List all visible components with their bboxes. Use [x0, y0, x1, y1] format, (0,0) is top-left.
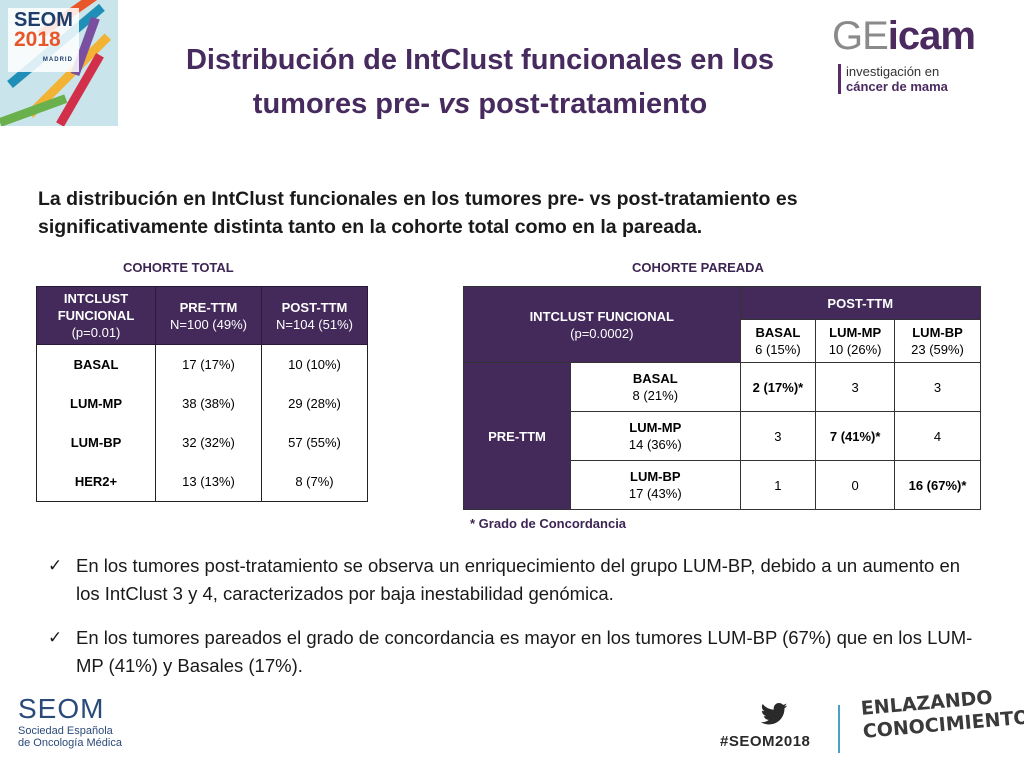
title-part-1: Distribución de IntClust funcionales en … [185, 44, 775, 120]
header-intclust: INTCLUST FUNCIONAL (p=0.01) [36, 286, 156, 345]
seom-logo-name: SEOM [14, 9, 73, 31]
table-row: LUM-MP 38 (38%) 29 (28%) [36, 384, 368, 423]
cell-value: 3 [739, 411, 817, 461]
cell-value: 7 (41%)* [815, 411, 896, 461]
col-header-name: LUM-BP [912, 325, 963, 340]
header-intclust-pvalue: (p=0.01) [71, 325, 121, 340]
col-header-basal: BASAL 6 (15%) [739, 319, 817, 363]
title-vs: vs [438, 88, 471, 120]
col-header-lum-bp: LUM-BP 23 (59%) [894, 319, 981, 363]
geicam-logo-line1: investigación en [846, 64, 940, 79]
twitter-icon [760, 703, 788, 725]
seom-footer-name: SEOM [18, 693, 105, 724]
row-label-n: 17 (43%) [628, 486, 682, 501]
post-ttm-header: POST-TTM [739, 286, 982, 320]
table-row: LUM-MP 14 (36%) 3 7 (41%)* 4 [464, 411, 981, 461]
cell-value: 1 [739, 460, 817, 510]
cell-value: 0 [815, 460, 896, 510]
row-label-n: 14 (36%) [628, 437, 682, 452]
conclusions-list: ✓ En los tumores post-tratamiento se obs… [48, 552, 988, 696]
header-intclust-title: INTCLUST FUNCIONAL [57, 291, 135, 323]
geicam-logo-ge: GE [832, 14, 889, 58]
cohorte-pareada-label: COHORTE PAREADA [632, 260, 764, 275]
post-value: 57 (55%) [288, 435, 341, 450]
table-row: HER2+ 13 (13%) 8 (7%) [36, 462, 368, 502]
col-header-name: LUM-MP [829, 325, 882, 340]
row-label-name: BASAL [632, 371, 678, 386]
geicam-logo-icam: icam [887, 14, 976, 58]
post-value: 10 (10%) [288, 357, 341, 372]
row-label: LUM-MP 14 (36%) [570, 411, 741, 461]
seom-footer-logo: SEOM Sociedad Española de Oncología Médi… [18, 693, 128, 749]
seom-footer-line1: Sociedad Española [18, 725, 113, 737]
cohorte-total-label: COHORTE TOTAL [123, 260, 234, 275]
check-icon: ✓ [48, 628, 63, 647]
row-label: LUM-BP 17 (43%) [570, 460, 741, 510]
seom-footer-line2: de Oncología Médica [18, 737, 122, 749]
col-header-name: BASAL [755, 325, 801, 340]
corner-pvalue: (p=0.0002) [570, 325, 634, 341]
corner-header: INTCLUST FUNCIONAL (p=0.0002) [463, 286, 741, 363]
cell-value: 16 (67%)* [894, 460, 981, 510]
header-pre-ttm-n: N=100 (49%) [170, 316, 247, 332]
col-header-n: 23 (59%) [911, 342, 964, 357]
pre-value: 17 (17%) [155, 344, 262, 384]
post-value: 29 (28%) [288, 396, 341, 411]
table-row: LUM-BP 17 (43%) 1 0 16 (67%)* [464, 460, 981, 510]
pre-ttm-header: PRE-TTM [463, 362, 571, 510]
cell-value: 2 (17%)* [739, 362, 817, 412]
cell-value: 3 [894, 362, 981, 412]
bullet-text: En los tumores post-tratamiento se obser… [76, 555, 961, 604]
cohorte-pareada-table: INTCLUST FUNCIONAL (p=0.0002) POST-TTM B… [463, 286, 982, 510]
pre-value: 13 (13%) [155, 462, 262, 502]
geicam-logo-line2: cáncer de mama [846, 79, 948, 94]
list-item: ✓ En los tumores pareados el grado de co… [48, 624, 988, 680]
row-label: LUM-MP [36, 384, 156, 423]
header-post-ttm-title: POST-TTM [281, 299, 348, 315]
header-pre-ttm: PRE-TTM N=100 (49%) [155, 286, 262, 345]
page-title: Distribución de IntClust funcionales en … [140, 38, 820, 126]
cohorte-total-table: INTCLUST FUNCIONAL (p=0.01) PRE-TTM N=10… [36, 286, 368, 502]
row-label-name: LUM-BP [630, 469, 681, 484]
table-row: BASAL 17 (17%) 10 (10%) [36, 344, 368, 384]
pre-value: 32 (32%) [155, 423, 262, 462]
hashtag-text: #SEOM2018 [720, 733, 811, 750]
intro-text: La distribución en IntClust funcionales … [38, 188, 798, 238]
seom-logo-year: 2018 [14, 28, 61, 51]
geicam-logo: GEicam investigación en cáncer de mama [832, 14, 1002, 98]
pre-value: 38 (38%) [155, 384, 262, 423]
col-header-n: 10 (26%) [828, 342, 882, 357]
title-part-2: post-tratamiento [470, 88, 708, 120]
row-label: HER2+ [36, 462, 156, 502]
row-label: LUM-BP [36, 423, 156, 462]
row-label-n: 8 (21%) [632, 388, 679, 403]
corner-title: INTCLUST FUNCIONAL [529, 308, 674, 324]
row-label-name: LUM-MP [629, 420, 682, 435]
post-value: 8 (7%) [295, 474, 334, 489]
header-pre-ttm-title: PRE-TTM [179, 299, 238, 315]
row-label: BASAL [36, 344, 156, 384]
seom-2018-logo: SEOM 2018 MADRID [0, 0, 118, 126]
cell-value: 4 [894, 411, 981, 461]
table-row: PRE-TTM BASAL 8 (21%) 2 (17%)* 3 3 [463, 362, 981, 510]
check-icon: ✓ [48, 556, 63, 575]
concordance-footnote: * Grado de Concordancia [470, 516, 627, 531]
seom-logo-city: MADRID [42, 57, 73, 63]
header-post-ttm: POST-TTM N=104 (51%) [261, 286, 368, 345]
row-label: BASAL 8 (21%) [570, 362, 741, 412]
col-header-lum-mp: LUM-MP 10 (26%) [815, 319, 896, 363]
col-header-n: 6 (15%) [755, 342, 801, 357]
cell-value: 3 [815, 362, 896, 412]
table-row: LUM-BP 32 (32%) 57 (55%) [36, 423, 368, 462]
bullet-text: En los tumores pareados el grado de conc… [76, 627, 973, 676]
header-post-ttm-n: N=104 (51%) [276, 316, 353, 332]
list-item: ✓ En los tumores post-tratamiento se obs… [48, 552, 988, 608]
footer-divider [838, 705, 840, 753]
